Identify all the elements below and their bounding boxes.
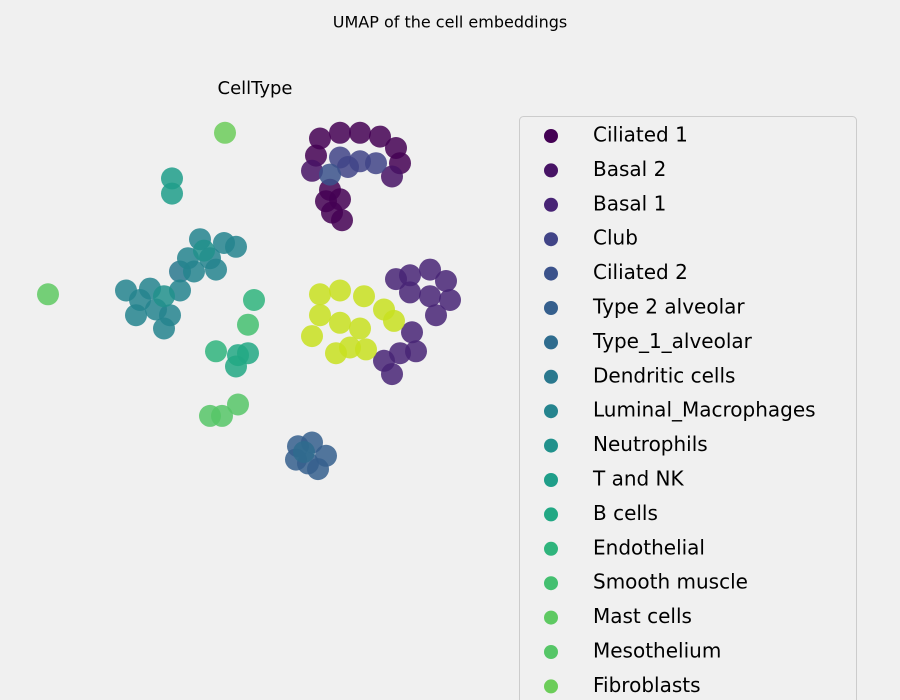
point [399, 281, 421, 304]
legend-label: Basal 1 [593, 191, 666, 215]
point [37, 283, 59, 306]
point [161, 182, 183, 205]
point [405, 340, 427, 363]
legend: Ciliated 1 Basal 2 Basal 1 Club Ciliated 2 Ty… [544, 123, 816, 697]
chart-title: UMAP of the cell embeddings [333, 13, 567, 32]
point [329, 311, 351, 334]
legend-marker [544, 507, 558, 522]
legend-marker [544, 610, 558, 625]
point [355, 338, 377, 361]
point [214, 121, 236, 144]
legend-marker [544, 197, 558, 212]
legend-marker [544, 473, 558, 487]
legend-label: Luminal_Macrophages [593, 398, 816, 422]
point [237, 313, 259, 336]
legend-label: Ciliated 1 [593, 123, 688, 147]
legend-marker [544, 232, 558, 247]
legend-marker [544, 541, 558, 556]
point [309, 127, 331, 150]
legend-label: Type 2 alveolar [592, 295, 745, 319]
point [419, 285, 441, 308]
point [309, 283, 331, 306]
point [243, 289, 265, 311]
legend-label: Endothelial [593, 535, 705, 559]
legend-label: B cells [593, 501, 658, 525]
legend-label: Neutrophils [593, 432, 708, 456]
point [293, 441, 315, 463]
legend-label: Club [593, 226, 638, 250]
point [353, 285, 375, 308]
legend-marker [544, 266, 558, 281]
point [309, 304, 331, 327]
legend-marker [544, 163, 558, 178]
legend-marker [544, 438, 558, 453]
point [435, 270, 457, 292]
point [381, 363, 403, 386]
legend-label: Mesothelium [593, 639, 721, 663]
point [349, 121, 371, 144]
point [365, 152, 387, 175]
chart-subtitle: CellType [218, 78, 293, 99]
legend-marker [544, 576, 558, 591]
point [125, 304, 147, 327]
point [425, 304, 447, 327]
point [369, 125, 391, 148]
point [205, 340, 227, 363]
point [383, 309, 405, 332]
point [211, 404, 233, 427]
legend-marker [544, 129, 558, 143]
point [153, 285, 175, 308]
point [337, 156, 359, 178]
legend-marker [544, 369, 558, 384]
point [301, 325, 323, 348]
legend-label: Fibroblasts [593, 673, 701, 697]
legend-label: Mast cells [593, 604, 692, 628]
legend-marker [544, 335, 558, 350]
legend-marker [544, 645, 558, 659]
point [161, 167, 183, 190]
point [153, 317, 175, 340]
point [227, 393, 249, 416]
point [329, 279, 351, 302]
point [439, 289, 461, 311]
legend-label: Ciliated 2 [593, 260, 688, 284]
point [301, 159, 323, 182]
point [205, 258, 227, 281]
point [225, 235, 247, 258]
legend-marker [544, 404, 558, 419]
point [329, 121, 351, 144]
point [349, 317, 371, 340]
point [319, 163, 341, 186]
legend-box [519, 116, 857, 700]
point [331, 209, 353, 232]
point [381, 165, 403, 188]
point [401, 321, 423, 344]
legend-label: Smooth muscle [593, 570, 748, 594]
legend-label: Dendritic cells [593, 363, 735, 387]
point [315, 190, 337, 213]
point [325, 342, 347, 365]
legend-marker [544, 679, 558, 694]
point [385, 268, 407, 291]
legend-label: Type_1_alveolar [592, 329, 753, 353]
point [225, 355, 247, 378]
legend-label: Basal 2 [593, 157, 666, 181]
point [419, 258, 441, 281]
point [307, 458, 329, 481]
legend-marker [544, 301, 558, 315]
plot-area [37, 121, 461, 481]
point [193, 239, 215, 262]
legend-label: T and NK [592, 467, 685, 491]
